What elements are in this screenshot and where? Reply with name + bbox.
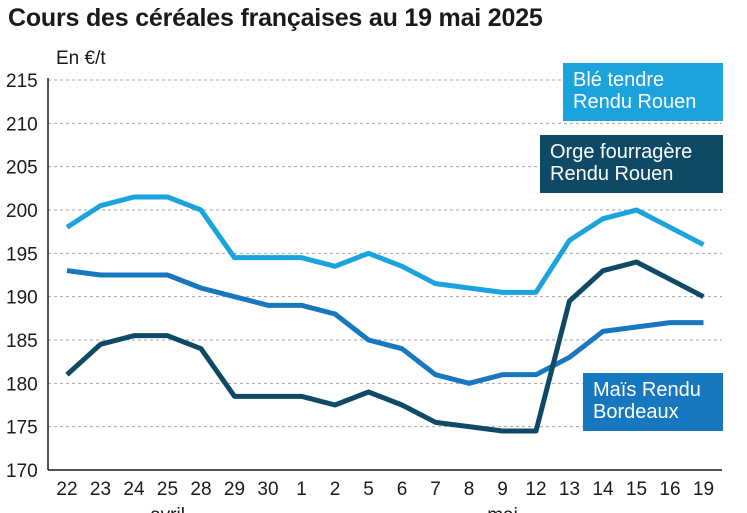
x-tick-label: 6 xyxy=(397,479,408,500)
series-line-2 xyxy=(66,268,704,386)
y-tick-label: 200 xyxy=(6,201,38,222)
y-tick-label: 190 xyxy=(6,288,38,309)
y-tick-label: 170 xyxy=(6,461,38,482)
x-tick-label: 9 xyxy=(497,479,508,500)
x-tick-label: 16 xyxy=(659,479,680,500)
x-tick-label: 28 xyxy=(190,479,211,500)
x-tick-label: 22 xyxy=(56,479,77,500)
y-tick-label: 185 xyxy=(6,331,38,352)
series-line-1 xyxy=(65,259,705,434)
x-axis-ticks: 222324252829301256789121314151619avrilma… xyxy=(56,479,714,513)
x-tick-label: 24 xyxy=(123,479,145,500)
legend-orge-line1: Orge fourragère xyxy=(550,141,693,163)
month-label: mai xyxy=(487,505,518,513)
x-tick-label: 25 xyxy=(157,479,178,500)
x-tick-label: 8 xyxy=(464,479,475,500)
y-tick-label: 180 xyxy=(6,374,38,395)
x-tick-label: 15 xyxy=(626,479,647,500)
legend-mais-line2: Bordeaux xyxy=(593,401,679,423)
grid-lines xyxy=(47,78,722,471)
y-axis-unit-label: En €/t xyxy=(56,48,106,69)
legend-orge-line2: Rendu Rouen xyxy=(550,163,674,185)
legend-ble-line1: Blé tendre xyxy=(573,69,665,91)
x-tick-label: 19 xyxy=(693,479,714,500)
x-tick-label: 14 xyxy=(592,479,614,500)
month-label: avril xyxy=(150,505,185,513)
x-tick-label: 13 xyxy=(559,479,580,500)
x-tick-label: 30 xyxy=(257,479,278,500)
x-tick-label: 29 xyxy=(224,479,245,500)
series-line-0 xyxy=(65,194,705,295)
x-tick-label: 1 xyxy=(296,479,307,500)
legend-mais: Maïs Rendu Bordeaux xyxy=(583,373,723,431)
legend-ble-line2: Rendu Rouen xyxy=(573,91,697,113)
y-axis-ticks: 170 175 180 185 190 195 200 205 210 215 xyxy=(6,71,38,482)
y-tick-label: 175 xyxy=(6,418,38,439)
y-tick-label: 195 xyxy=(6,244,38,265)
x-tick-label: 23 xyxy=(90,479,111,500)
y-tick-label: 210 xyxy=(6,114,38,135)
legend-orge-fourragere: Orge fourragère Rendu Rouen xyxy=(540,135,723,193)
x-tick-label: 12 xyxy=(525,479,546,500)
x-tick-label: 2 xyxy=(330,479,341,500)
series-lines xyxy=(65,194,705,434)
legend-mais-line1: Maïs Rendu xyxy=(593,379,701,401)
y-tick-label: 215 xyxy=(6,71,38,92)
chart-title: Cours des céréales françaises au 19 mai … xyxy=(8,4,543,32)
x-tick-label: 7 xyxy=(430,479,441,500)
legend-ble-tendre: Blé tendre Rendu Rouen xyxy=(563,63,723,121)
x-tick-label: 5 xyxy=(363,479,374,500)
y-tick-label: 205 xyxy=(6,158,38,179)
